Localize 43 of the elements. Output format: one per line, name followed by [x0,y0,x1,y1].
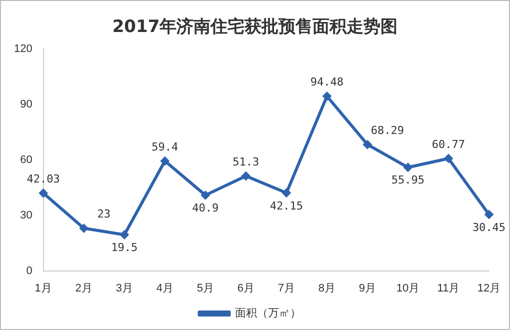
x-tick-label: 4月 [156,282,174,294]
data-label: 51.3 [232,155,260,168]
x-tick-label: 12月 [477,282,501,294]
data-label: 42.15 [270,199,303,212]
point [241,171,250,180]
y-tick-label: 0 [26,264,32,277]
point [484,210,494,220]
data-label: 94.48 [310,76,344,89]
data-label: 55.95 [391,174,425,187]
chart-title: 2017年济南住宅获批预售面积走势图 [111,16,399,39]
point [79,224,88,233]
x-tick-label: 2月 [75,282,92,294]
y-tick-label: 120 [14,43,32,56]
point [200,190,210,200]
data-label: 19.5 [111,241,138,254]
legend-label: 面积（万㎡） [234,308,301,320]
x-tick-label: 6月 [237,282,254,294]
point [444,154,453,163]
point [322,92,332,101]
x-tick-label: 11月 [437,282,460,294]
x-tick-label: 8月 [318,282,336,294]
x-tick-label: 5月 [196,282,214,294]
data-label: 42.03 [26,172,60,186]
data-label: 59.4 [152,140,179,154]
point [362,140,372,150]
data-label: 68.29 [370,124,404,137]
point [120,230,129,240]
y-tick-label: 90 [20,98,32,110]
x-tick-label: 7月 [278,282,295,294]
data-label: 40.9 [192,202,219,215]
point [160,156,170,166]
x-tick-label: 9月 [358,282,376,294]
data-label: 23 [97,208,110,221]
y-tick-label: 60 [20,154,32,166]
point [282,188,291,198]
x-tick-label: 1月 [34,282,52,294]
point [38,188,48,198]
x-tick-label: 3月 [116,282,133,294]
y-tick-label: 30 [20,209,32,222]
x-tick-label: 10月 [396,282,420,294]
data-label: 60.77 [432,138,466,151]
data-label: 30.45 [472,220,506,234]
point [403,162,412,172]
